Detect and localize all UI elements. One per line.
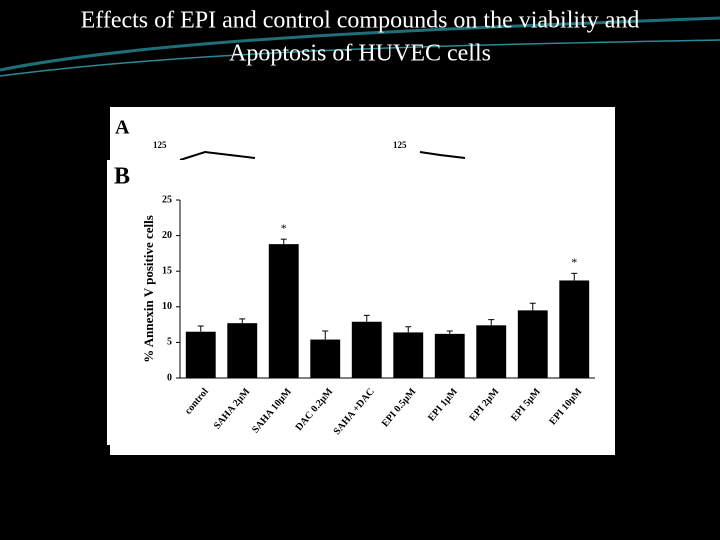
bar [393, 332, 424, 378]
y-tick-label: 5 [167, 337, 172, 348]
y-tick-label: 10 [162, 301, 172, 312]
bar [434, 333, 465, 378]
y-axis-label: % Annexin V positive cells [141, 215, 156, 363]
bar [559, 280, 590, 378]
panel-a-line [419, 151, 466, 159]
y-tick-label: 25 [162, 194, 172, 205]
decor-curve [0, 16, 720, 72]
bar [185, 331, 216, 378]
bar [227, 323, 258, 378]
bar [476, 325, 507, 378]
panel-label: A [115, 117, 130, 139]
bar [268, 244, 299, 378]
y-tick-label: 20 [162, 230, 172, 241]
panel-a-line [179, 150, 256, 161]
slide-title: Effects of EPI and control compounds on … [81, 8, 640, 34]
decor-curve [0, 39, 720, 77]
panel-label: B [114, 164, 130, 190]
bar [310, 339, 341, 378]
bar [517, 310, 548, 378]
y-tick-label: 125 [153, 140, 167, 150]
significance-mark: * [281, 221, 287, 235]
bar [351, 321, 382, 378]
significance-mark: * [571, 255, 577, 269]
y-tick-label: 125 [393, 140, 407, 150]
slide-title: Apoptosis of HUVEC cells [229, 41, 491, 67]
y-tick-label: 0 [167, 372, 172, 383]
panel-b [107, 160, 615, 445]
y-tick-label: 15 [162, 265, 172, 276]
